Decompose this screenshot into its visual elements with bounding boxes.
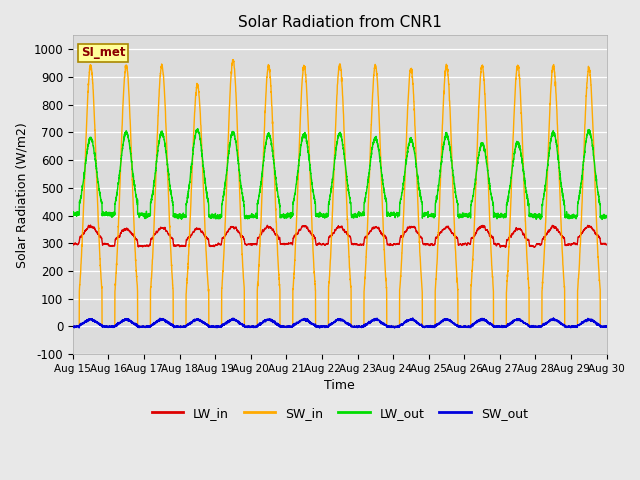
SW_out <box>320 324 328 329</box>
SW_out <box>390 325 398 331</box>
SW_in <box>490 324 497 329</box>
LW_out <box>460 214 467 220</box>
Y-axis label: Solar Radiation (W/m2): Solar Radiation (W/m2) <box>15 122 28 267</box>
LW_in <box>602 241 610 247</box>
Line: SW_out: SW_out <box>73 318 607 328</box>
SW_out <box>603 323 611 329</box>
SW_in <box>603 324 611 329</box>
LW_in <box>460 241 467 247</box>
Legend: LW_in, SW_in, LW_out, SW_out: LW_in, SW_in, LW_out, SW_out <box>147 402 532 425</box>
Line: LW_out: LW_out <box>73 129 607 219</box>
LW_out <box>320 212 328 218</box>
X-axis label: Time: Time <box>324 379 355 392</box>
LW_out <box>69 213 77 219</box>
Text: SI_met: SI_met <box>81 47 125 60</box>
LW_out <box>598 216 606 222</box>
SW_in <box>320 324 328 329</box>
SW_out <box>69 324 77 330</box>
SW_out <box>490 324 497 330</box>
SW_in <box>229 57 237 62</box>
LW_out <box>194 126 202 132</box>
SW_out <box>602 324 610 330</box>
LW_in <box>603 241 611 247</box>
LW_in <box>490 237 497 243</box>
SW_in <box>165 200 173 206</box>
SW_in <box>430 324 438 329</box>
SW_out <box>409 315 417 321</box>
SW_in <box>69 324 77 329</box>
SW_in <box>460 324 467 329</box>
SW_in <box>602 324 610 329</box>
LW_in <box>69 241 77 247</box>
SW_out <box>165 319 173 325</box>
Line: LW_in: LW_in <box>73 225 607 247</box>
LW_in <box>86 222 94 228</box>
Title: Solar Radiation from CNR1: Solar Radiation from CNR1 <box>238 15 442 30</box>
LW_out <box>165 173 173 179</box>
LW_out <box>602 213 610 218</box>
LW_out <box>603 214 611 219</box>
Line: SW_in: SW_in <box>73 60 607 326</box>
SW_out <box>430 324 438 330</box>
SW_out <box>460 324 467 329</box>
LW_out <box>490 215 497 220</box>
LW_out <box>430 213 438 219</box>
LW_in <box>430 242 438 248</box>
LW_in <box>165 232 173 238</box>
LW_in <box>497 244 504 250</box>
LW_in <box>320 241 328 247</box>
